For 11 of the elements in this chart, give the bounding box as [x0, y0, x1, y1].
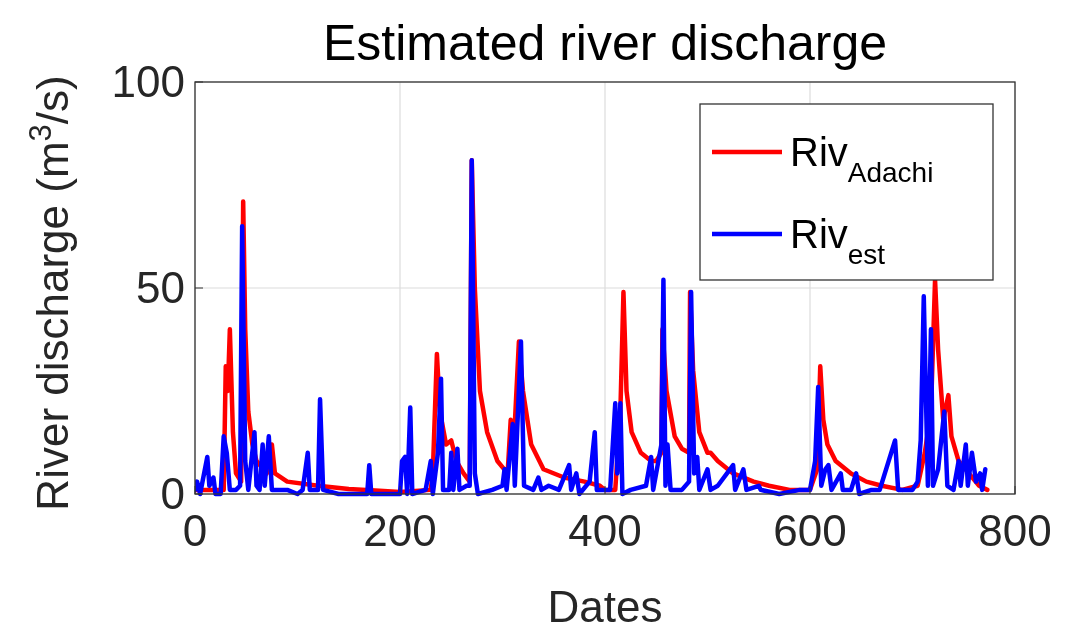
chart-title: Estimated river discharge [322, 15, 888, 71]
legend-label: Riv$_{Adachi}$ [790, 130, 934, 188]
x-tick-label: 400 [568, 506, 642, 555]
x-axis-title: Dates [547, 582, 663, 631]
y-tick-label: 100 [111, 57, 185, 106]
legend-label: Riv$_{est}$ [790, 212, 886, 270]
x-tick-label: 200 [363, 506, 437, 555]
x-tick-label: 800 [978, 506, 1052, 555]
y-tick-label: 50 [136, 263, 185, 312]
x-tick-label: 600 [773, 506, 847, 555]
y-tick-label: 0 [160, 469, 185, 518]
